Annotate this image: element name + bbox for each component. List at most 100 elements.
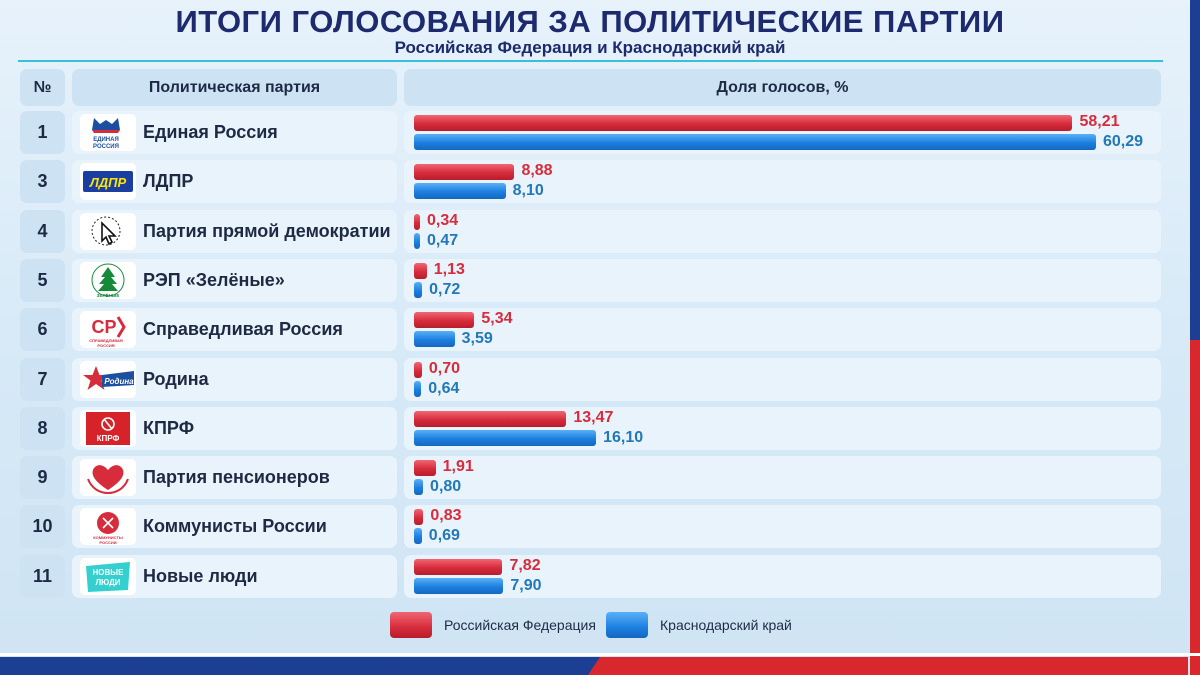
frame-accent-blue — [1190, 0, 1200, 340]
table-row: 8 КПРФ КПРФ 13,47 16,10 — [0, 406, 1170, 450]
legend-label-kk: Краснодарский край — [660, 617, 792, 633]
bar-rf — [414, 262, 427, 279]
value-label-kk: 60,29 — [1103, 133, 1144, 150]
table-row: 1 ЕДИНАЯ РОССИЯ Единая Россия 58,21 60,29 — [0, 111, 1170, 154]
share-cell: 13,47 16,10 — [404, 406, 1161, 450]
novye-lyudi-logo-icon: НОВЫЕ ЛЮДИ — [80, 557, 136, 595]
table-row: 7 Родина Родина 0,70 0,64 — [0, 357, 1170, 401]
row-number: 11 — [20, 554, 65, 598]
bar-rf — [414, 558, 503, 575]
bar-rf — [414, 361, 422, 378]
row-number: 6 — [20, 308, 65, 352]
bar-rf — [414, 164, 515, 181]
row-number: 5 — [20, 258, 65, 302]
table-row: 3 ЛДПР ЛДПР 8,88 8,10 — [0, 160, 1170, 204]
svg-text:НОВЫЕ: НОВЫЕ — [93, 568, 125, 577]
value-label-kk: 0,80 — [430, 478, 462, 496]
frame-accent-red — [1190, 340, 1200, 675]
edinaya-rossiya-logo-icon: ЕДИНАЯ РОССИЯ — [80, 114, 136, 151]
table-row: 9 Партия пенсионеров 1,91 0,80 — [0, 456, 1170, 500]
party-name: Единая Россия — [143, 122, 278, 142]
ldpr-logo-icon: ЛДПР — [80, 163, 136, 201]
bar-rf — [414, 460, 436, 477]
party-cell: КПРФ КПРФ — [72, 406, 397, 450]
share-cell: 1,91 0,80 — [404, 456, 1161, 500]
svg-text:СР: СР — [91, 317, 116, 337]
title-divider — [18, 60, 1163, 62]
value-label-kk: 0,69 — [428, 527, 460, 545]
value-label-rf: 1,91 — [442, 458, 474, 476]
party-name: Партия прямой демократии — [143, 220, 391, 241]
bar-rf — [414, 509, 424, 526]
svg-text:ЛДПР: ЛДПР — [89, 175, 127, 190]
svg-text:ЗЕЛЁНЫЕ: ЗЕЛЁНЫЕ — [97, 292, 120, 298]
share-cell: 0,83 0,69 — [404, 505, 1161, 549]
value-label-rf: 0,70 — [428, 359, 461, 377]
value-label-kk: 0,72 — [429, 280, 461, 298]
party-name: КПРФ — [143, 417, 195, 438]
bar-rf — [414, 115, 1073, 131]
bar-kk — [414, 281, 423, 298]
legend-swatch-rf — [390, 612, 432, 638]
svg-text:РОССИЯ: РОССИЯ — [93, 144, 119, 150]
svg-text:ЛЮДИ: ЛЮДИ — [95, 578, 120, 587]
value-label-rf: 8,88 — [521, 162, 553, 180]
bar-kk — [414, 232, 420, 249]
svg-text:КОММУНИСТЫ: КОММУНИСТЫ — [93, 535, 123, 540]
share-cell: 5,34 3,59 — [404, 308, 1161, 352]
kommunisty-logo-icon: КОММУНИСТЫ РОССИИ — [80, 508, 136, 546]
column-header-number: № — [20, 69, 65, 106]
page-title: ИТОГИ ГОЛОСОВАНИЯ ЗА ПОЛИТИЧЕСКИЕ ПАРТИИ — [175, 4, 1005, 39]
row-number: 3 — [20, 160, 65, 204]
value-label-rf: 5,34 — [481, 310, 513, 328]
rodina-star-logo-icon: Родина — [80, 360, 136, 398]
party-cell: ЕДИНАЯ РОССИЯ Единая Россия — [72, 111, 397, 154]
table-row: 11 НОВЫЕ ЛЮДИ Новые люди 7,82 7,90 — [0, 554, 1170, 598]
legend-item-kk: Краснодарский край — [606, 611, 792, 639]
value-label-kk: 0,47 — [427, 231, 459, 249]
svg-text:РОССИЯ: РОССИЯ — [97, 343, 114, 348]
bar-rf — [414, 410, 567, 427]
value-label-kk: 8,10 — [512, 182, 544, 200]
party-cell: КОММУНИСТЫ РОССИИ Коммунисты России — [72, 505, 397, 549]
party-name: РЭП «Зелёные» — [143, 269, 285, 290]
zelenye-tree-logo-icon: ЗЕЛЁНЫЕ — [80, 261, 136, 299]
bar-kk — [414, 331, 455, 348]
row-number: 1 — [20, 111, 65, 154]
svg-text:ЕДИНАЯ: ЕДИНАЯ — [93, 137, 119, 143]
pensioners-heart-logo-icon — [80, 459, 136, 497]
party-cell: СР СПРАВЕДЛИВАЯ РОССИЯ Справедливая Росси… — [72, 308, 397, 352]
value-label-rf: 13,47 — [573, 408, 614, 426]
bar-kk — [414, 577, 504, 594]
value-label-kk: 16,10 — [603, 428, 644, 446]
bar-kk — [414, 183, 506, 200]
party-cell: Родина Родина — [72, 357, 397, 401]
kprf-hammer-sickle-logo-icon: КПРФ — [80, 409, 136, 447]
party-name: Родина — [143, 368, 209, 389]
party-name: Новые люди — [143, 565, 258, 586]
share-cell: 8,88 8,10 — [404, 160, 1161, 204]
row-number: 7 — [20, 357, 65, 401]
value-label-rf: 1,13 — [433, 260, 465, 278]
value-label-rf: 0,83 — [430, 507, 462, 525]
svg-text:Родина: Родина — [104, 377, 134, 386]
row-number: 9 — [20, 456, 65, 500]
bar-kk — [414, 528, 422, 545]
page-subtitle: Российская Федерация и Краснодарский кра… — [394, 38, 786, 57]
legend-item-rf: Российская Федерация — [390, 611, 596, 639]
legend-swatch-kk — [606, 612, 648, 638]
value-label-kk: 7,90 — [510, 576, 542, 594]
column-header-party: Политическая партия — [72, 69, 397, 106]
row-number: 10 — [20, 505, 65, 549]
party-cell: Партия прямой демократии — [72, 209, 397, 253]
value-label-kk: 0,64 — [428, 379, 460, 397]
share-cell: 1,13 0,72 — [404, 258, 1161, 302]
sr-logo-icon: СР СПРАВЕДЛИВАЯ РОССИЯ — [80, 311, 136, 349]
value-label-rf: 0,34 — [427, 211, 459, 229]
table-row: 4 Партия прямой демократии 0,34 0,47 — [0, 209, 1170, 253]
svg-text:СПРАВЕДЛИВАЯ: СПРАВЕДЛИВАЯ — [89, 338, 123, 343]
bar-rf — [414, 213, 420, 230]
bar-rf — [414, 312, 475, 329]
table-row: 5 ЗЕЛЁНЫЕ РЭП «Зелёные» 1,13 0,72 — [0, 258, 1170, 302]
table-row: 6 СР СПРАВЕДЛИВАЯ РОССИЯ Справедливая Рос… — [0, 308, 1170, 352]
